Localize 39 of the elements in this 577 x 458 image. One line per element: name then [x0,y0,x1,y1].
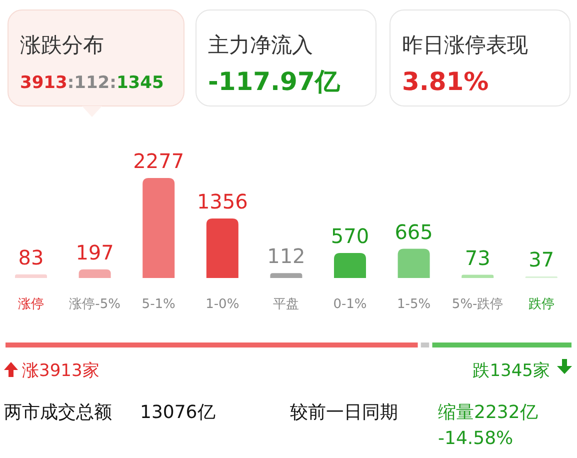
text: 涨3913家 [22,361,100,381]
data-label: 83 [18,245,44,270]
data-label: 2277 [133,149,184,173]
bar [78,269,111,278]
x-tick-label: 平盘 [273,297,300,312]
x-tick-label: 涨停 [18,297,44,312]
data-label: 570 [330,224,370,248]
text: -14.58% [438,428,514,449]
data-label: 197 [76,240,114,264]
x-tick-label: 跌停 [528,297,554,312]
text: 13076亿 [140,402,216,423]
bar [270,273,302,278]
x-tick-label: 涨停-5% [69,297,120,312]
text: 主力净流入 [208,33,313,57]
bar [206,218,238,278]
text: 3.81% [402,67,489,96]
bar [334,252,366,278]
x-tick-label: 5-1% [142,297,176,312]
text: 昨日涨停表现 [402,33,528,57]
text: 两市成交总额 [4,402,112,423]
x-tick-label: 1-5% [397,297,431,312]
text: -117.97亿 [208,67,341,96]
text: 涨跌分布 [20,33,104,57]
text: 缩量2232亿 [438,402,538,423]
bar [15,274,47,278]
x-tick-label: 0-1% [333,297,367,312]
x-tick-label: 1-0% [206,297,240,312]
bar [398,248,430,278]
data-label: 37 [528,247,554,272]
data-label: 112 [267,244,306,268]
bar [462,274,494,278]
text: 较前一日同期 [290,402,398,423]
data-label: 73 [464,246,490,270]
x-tick-label: 5%-跌停 [452,297,504,312]
bar [142,178,175,278]
text: 3913:112:1345 [20,73,164,93]
text: 跌1345家 [472,361,550,381]
data-label: 1356 [196,189,248,214]
data-label: 665 [394,220,433,244]
